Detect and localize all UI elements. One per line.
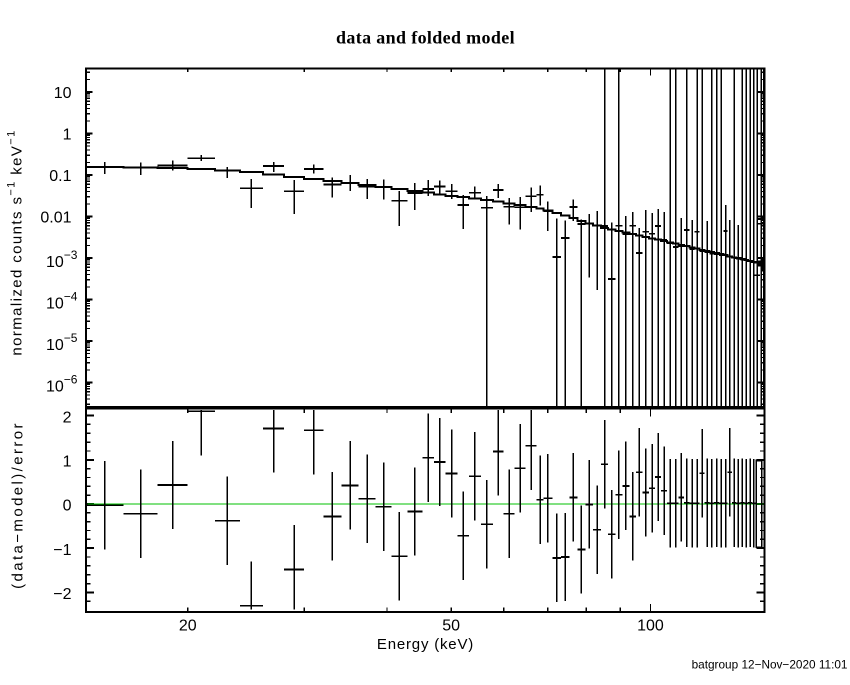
- svg-text:10−5: 10−5: [46, 331, 78, 354]
- svg-text:100: 100: [637, 618, 664, 635]
- svg-text:0.01: 0.01: [40, 210, 71, 227]
- svg-text:−1: −1: [53, 542, 71, 559]
- svg-text:Energy (keV): Energy (keV): [377, 636, 474, 653]
- svg-text:batgroup 12−Nov−2020 11:01: batgroup 12−Nov−2020 11:01: [692, 658, 848, 672]
- svg-text:10−3: 10−3: [46, 248, 78, 271]
- svg-text:(data−model)/error: (data−model)/error: [10, 421, 27, 589]
- svg-text:data and folded model: data and folded model: [336, 28, 515, 48]
- svg-text:10−4: 10−4: [46, 290, 78, 313]
- svg-text:50: 50: [442, 618, 460, 635]
- svg-text:1: 1: [63, 127, 72, 144]
- svg-text:normalized counts s−1 keV−1: normalized counts s−1 keV−1: [6, 129, 26, 355]
- svg-text:10−6: 10−6: [46, 373, 78, 396]
- svg-text:0: 0: [63, 498, 72, 515]
- svg-text:1: 1: [63, 454, 72, 471]
- svg-text:10: 10: [54, 85, 72, 102]
- svg-text:0.1: 0.1: [49, 168, 71, 185]
- svg-text:−2: −2: [53, 586, 71, 603]
- svg-text:20: 20: [179, 618, 197, 635]
- svg-text:2: 2: [63, 409, 72, 426]
